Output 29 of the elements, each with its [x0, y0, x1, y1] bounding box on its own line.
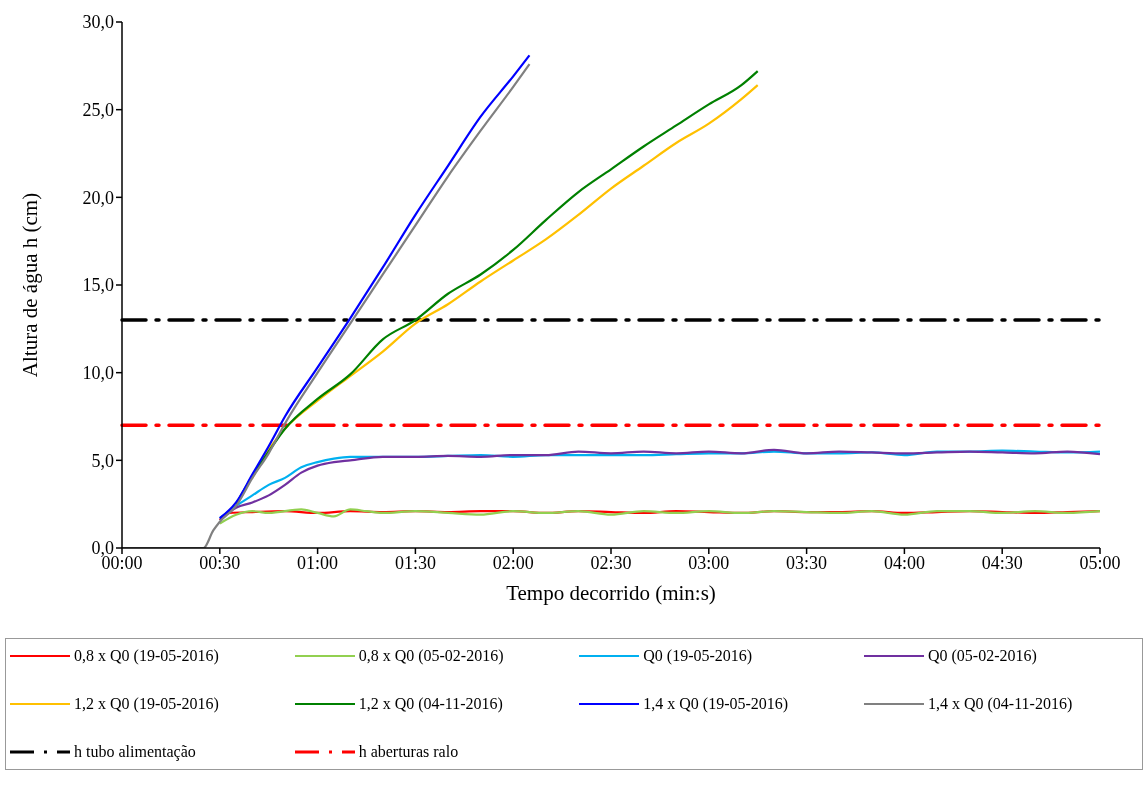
legend-label: 1,4 x Q0 (19-05-2016): [643, 695, 789, 713]
y-tick-label: 30,0: [82, 12, 114, 33]
legend-label: 1,2 x Q0 (19-05-2016): [74, 695, 219, 713]
legend-label: 1,2 x Q0 (04-11-2016): [358, 695, 503, 713]
y-tick-label: 15,0: [82, 275, 114, 296]
x-tick-label: 03:00: [688, 552, 730, 573]
x-tick-label: 02:00: [492, 552, 534, 573]
legend-label: Q0 (05-02-2016): [927, 647, 1037, 665]
x-tick-label: 00:30: [199, 552, 241, 573]
legend-label: 1,4 x Q0 (04-11-2016): [927, 695, 1073, 713]
x-tick-label: 02:30: [590, 552, 632, 573]
y-tick-label: 10,0: [82, 363, 114, 384]
legend-label: 0,8 x Q0 (19-05-2016): [74, 647, 219, 665]
y-axis-title: Altura de água h (cm): [18, 192, 43, 378]
x-tick-label: 03:30: [786, 552, 828, 573]
y-tick-label: 20,0: [82, 187, 114, 208]
x-tick-label: 04:30: [981, 552, 1023, 573]
legend-label: 0,8 x Q0 (05-02-2016): [358, 647, 504, 665]
legend-label: Q0 (19-05-2016): [643, 647, 753, 665]
legend-label: h aberturas ralo: [358, 743, 459, 761]
y-tick-label: 5,0: [91, 450, 114, 471]
legend-label: h tubo alimentação: [74, 743, 196, 761]
x-tick-label: 01:30: [394, 552, 436, 573]
line-series: [218, 54, 531, 520]
x-tick-label: 05:00: [1079, 552, 1121, 573]
x-tick-label: 01:00: [297, 552, 339, 573]
x-axis-title: Tempo decorrido (min:s): [506, 581, 716, 605]
y-tick-label: 25,0: [82, 100, 114, 121]
x-tick-label: 04:00: [883, 552, 925, 573]
